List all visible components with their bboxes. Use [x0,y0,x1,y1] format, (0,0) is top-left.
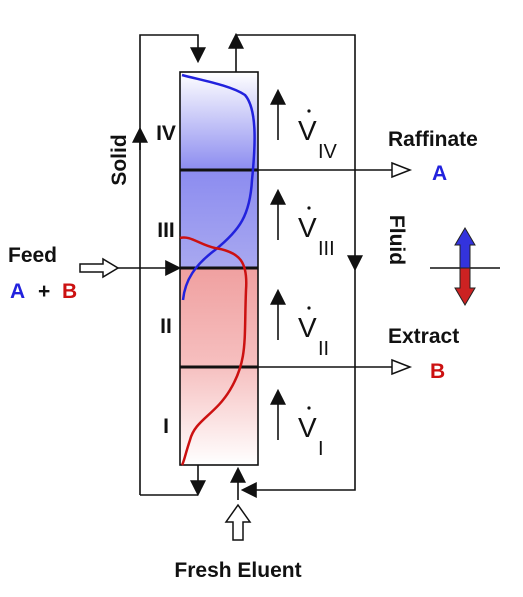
flow-subscript: IV [318,141,338,163]
raffinate-component: A [432,162,447,185]
extract-component: B [430,360,445,383]
zone-label: IV [156,122,176,145]
zone-label: II [160,315,172,338]
fluid-label: Fluid [385,215,408,265]
flow-symbol: V [298,312,317,343]
flow-symbol: V [298,115,317,146]
feed-component-b: B [62,280,77,303]
flow-subscript: II [318,338,329,360]
legend-symbol [430,227,500,306]
flow-subscript: III [318,238,335,260]
flow-symbol: V [298,412,317,443]
flow-subscript: I [318,438,324,460]
flow-dots [307,109,311,410]
zone-label: III [157,219,175,242]
raffinate-label: Raffinate [388,128,478,151]
flow-symbol: V [298,212,317,243]
profile-b [179,236,248,466]
loop [132,32,363,500]
profile-a [181,73,256,301]
eluent-label: Fresh Eluent [174,559,301,582]
feed-component-a: A [10,280,25,303]
column [179,71,259,466]
feed-label: Feed [8,244,57,267]
extract-label: Extract [388,325,459,348]
zone-label: I [163,415,169,438]
solid-label: Solid [108,134,131,185]
feed-plus: + [38,280,50,303]
ports [79,161,413,541]
